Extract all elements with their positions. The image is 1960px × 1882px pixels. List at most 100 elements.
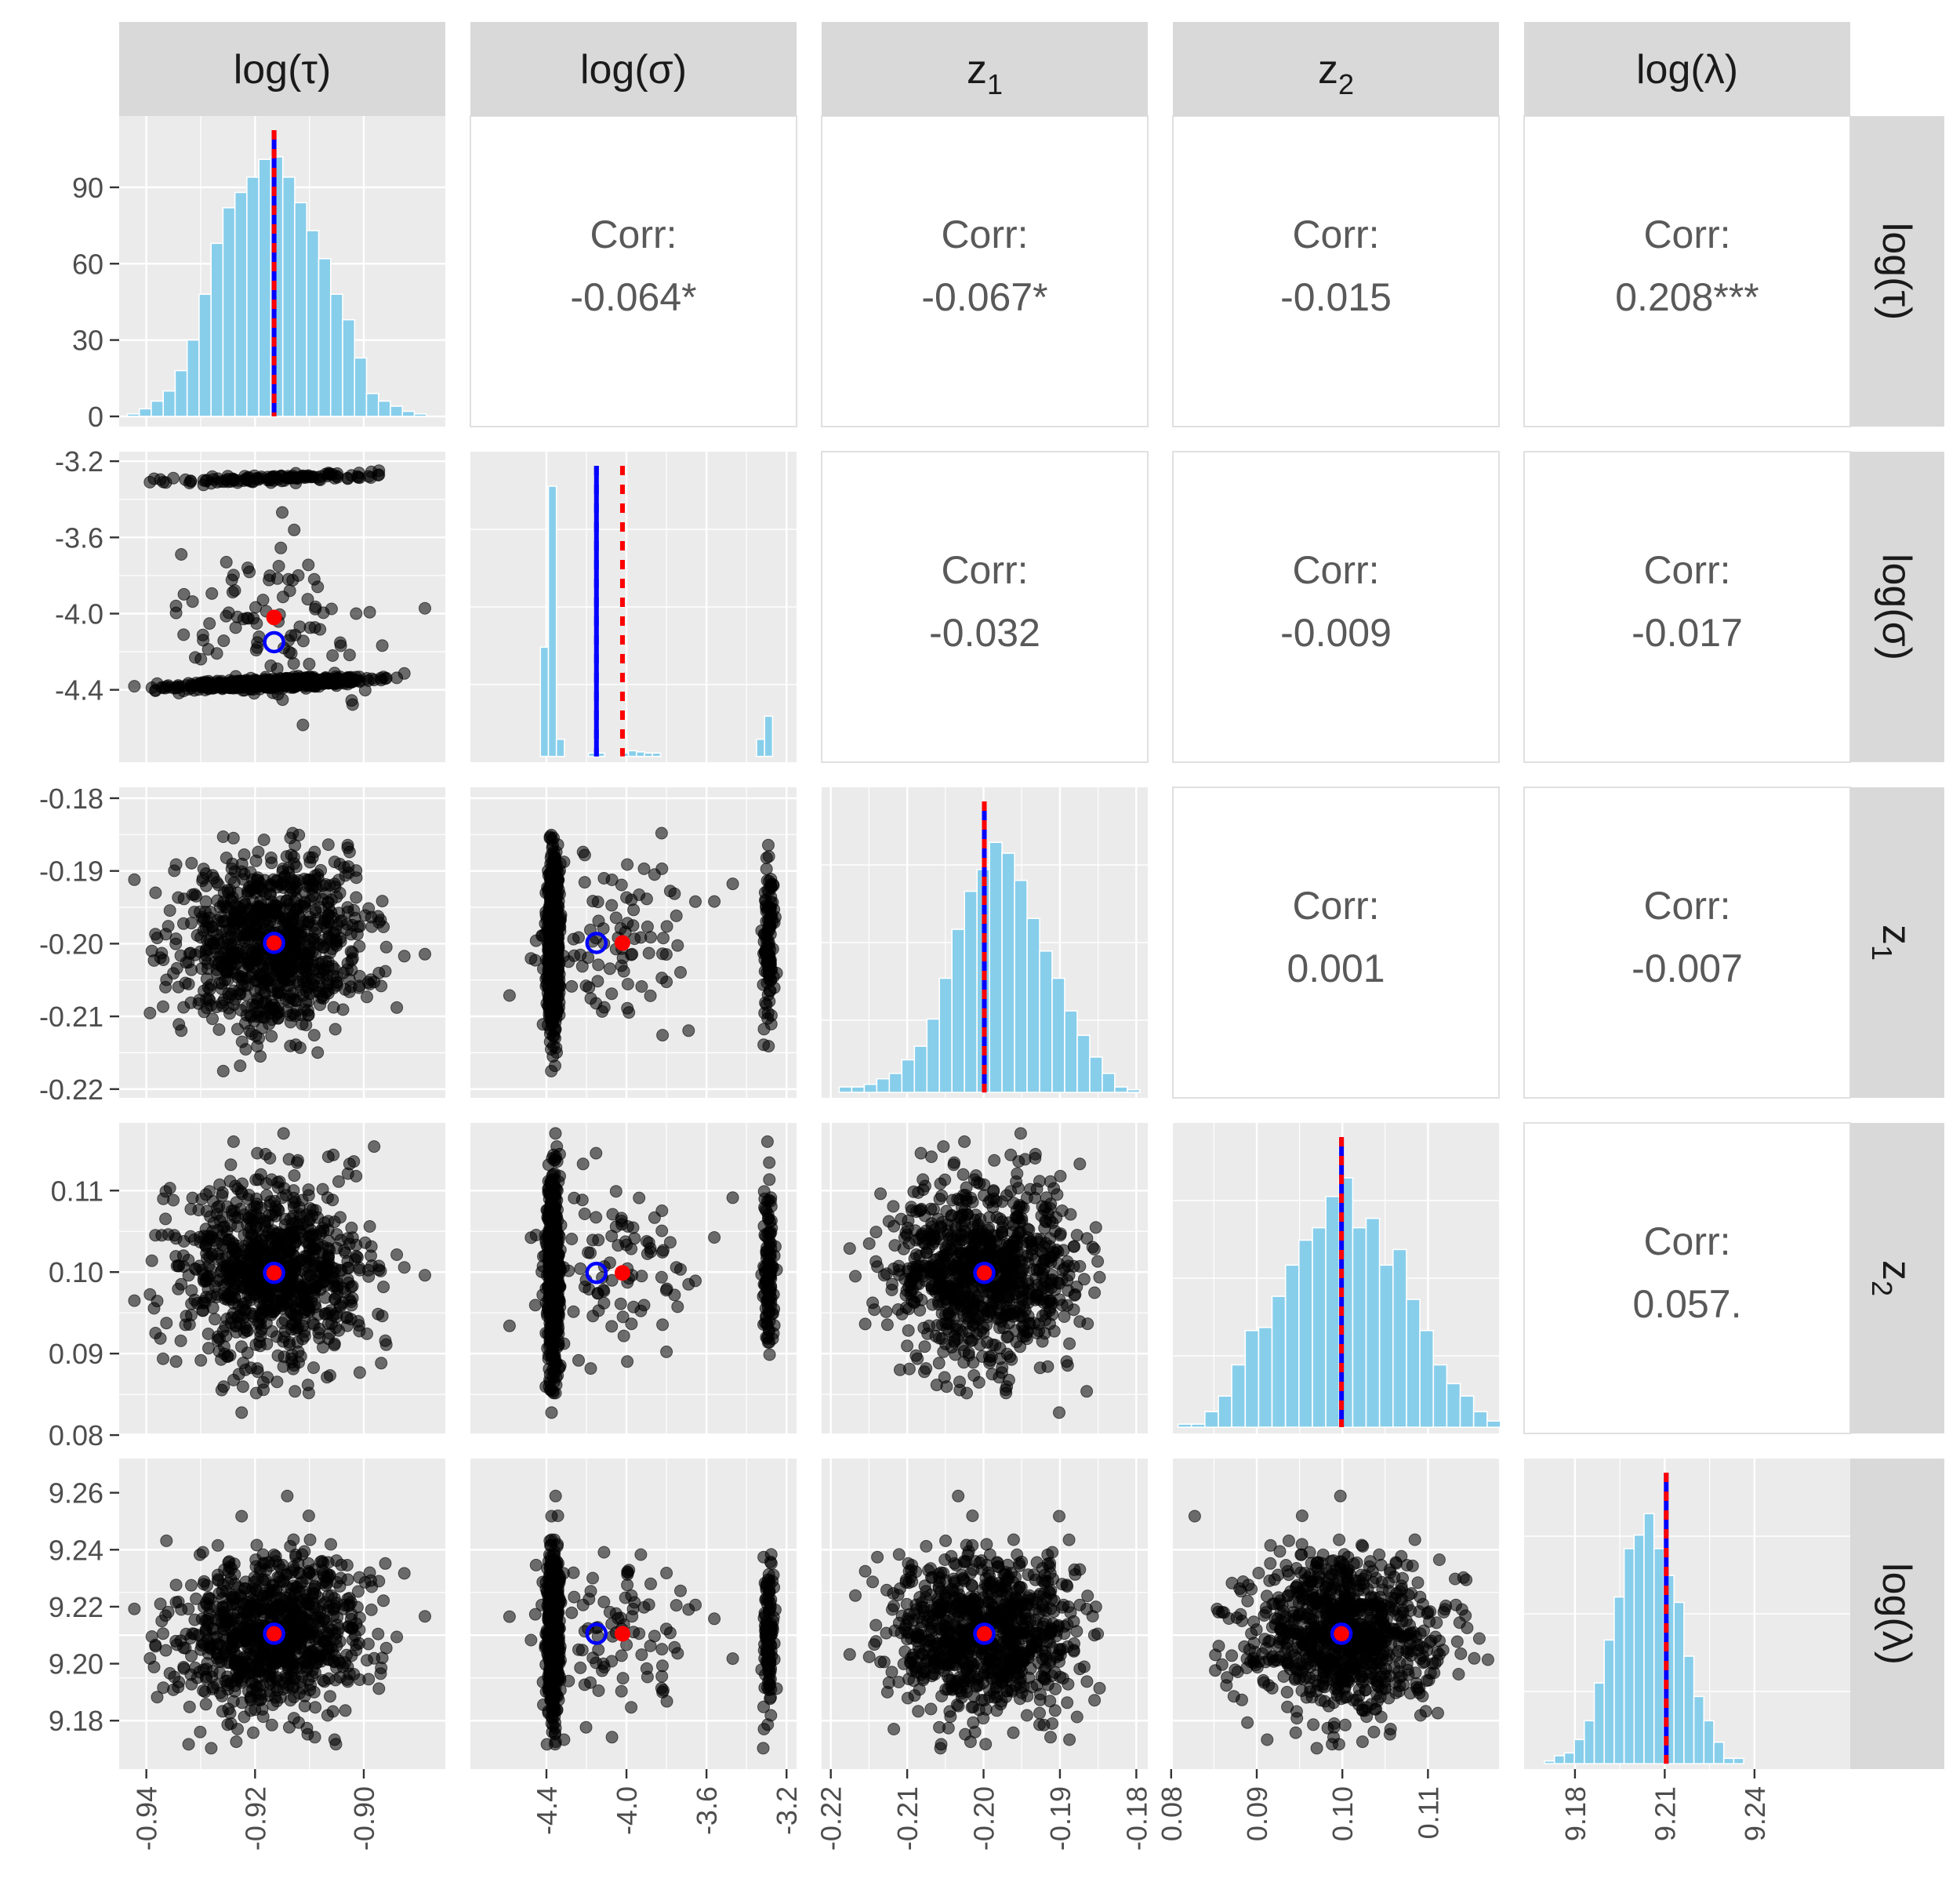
scatter-point — [766, 943, 779, 956]
scatter-point — [353, 1366, 366, 1379]
scatter-point — [257, 1383, 270, 1397]
scatter-point — [185, 1284, 198, 1297]
scatter-point — [621, 1355, 634, 1368]
scatter-point — [627, 1300, 641, 1313]
scatter-point — [253, 1335, 267, 1349]
corr-panel-r2-c3 — [1172, 787, 1500, 1099]
scatter-point — [621, 978, 634, 990]
scatter-point — [202, 1342, 215, 1355]
scatter-point — [262, 904, 275, 917]
scatter-point — [346, 1231, 359, 1244]
scatter-point — [280, 1288, 293, 1301]
scatter-point — [179, 976, 192, 990]
scatter-point — [332, 906, 346, 920]
corr-panel-r0-c1 — [470, 115, 797, 427]
scatter-point — [674, 966, 687, 979]
scatter-point — [266, 1002, 279, 1015]
scatter-point — [289, 860, 303, 874]
scatter-point — [609, 1220, 622, 1233]
scatter-point — [635, 1270, 648, 1283]
scatter-point — [332, 1175, 345, 1188]
scatter-point — [278, 974, 291, 987]
scatter-point — [547, 1386, 560, 1400]
scatter-point — [278, 1313, 292, 1327]
scatter-point — [251, 1146, 264, 1160]
scatter-point — [547, 1189, 561, 1201]
scatter-point — [287, 1230, 300, 1242]
scatter-point — [671, 939, 684, 952]
scatter-point — [546, 1363, 559, 1376]
scatter-point — [302, 558, 315, 572]
scatter-point — [249, 854, 263, 867]
scatter-point — [249, 1263, 262, 1276]
scatter-point — [289, 628, 302, 641]
scatter-point — [220, 966, 233, 979]
scatter-point — [572, 1353, 585, 1367]
scatter-point — [289, 677, 303, 690]
scatter-point — [159, 1212, 172, 1226]
scatter-point — [326, 1309, 339, 1322]
scatter-point — [322, 1249, 336, 1263]
scatter-point — [760, 863, 773, 876]
scatter-point — [325, 602, 338, 616]
scatter-point — [247, 913, 260, 926]
corr-panel-r3-c4 — [1523, 1122, 1851, 1434]
scatter-point — [597, 1284, 611, 1298]
scatter-point — [574, 1262, 587, 1275]
scatter-point — [326, 675, 339, 688]
scatter-point — [325, 1261, 339, 1274]
scatter-point — [230, 610, 244, 623]
scatter-point — [542, 1212, 555, 1226]
scatter-point — [235, 1035, 249, 1048]
scatter-point — [307, 1361, 320, 1375]
scatter-point — [209, 1313, 222, 1326]
scatter-point — [149, 1327, 162, 1339]
scatter-point — [368, 1140, 381, 1154]
scatter-point — [227, 1135, 240, 1148]
corr-panel-r0-c2 — [821, 115, 1149, 427]
scatter-point — [544, 1224, 557, 1237]
scatter-point — [346, 698, 359, 711]
scatter-point — [197, 863, 210, 876]
scatter-point — [159, 1185, 172, 1198]
scatter-point — [128, 873, 141, 886]
scatter-point — [365, 1259, 379, 1272]
scatter-panel-r2-c0 — [128, 827, 431, 1077]
scatter-point — [325, 893, 338, 906]
scatter-point — [217, 634, 230, 648]
scatter-point — [272, 560, 285, 572]
scatter-point — [221, 1293, 234, 1306]
scatter-point — [128, 1294, 141, 1307]
scatter-point — [344, 928, 358, 941]
scatter-point — [265, 1030, 278, 1043]
scatter-point — [345, 469, 358, 482]
scatter-point — [576, 845, 590, 859]
scatter-point — [328, 1215, 341, 1229]
scatter-point — [159, 928, 172, 941]
scatter-point — [668, 887, 681, 900]
scatter-point — [689, 1274, 702, 1288]
scatter-point — [340, 1310, 354, 1324]
scatter-point — [235, 1340, 248, 1353]
scatter-point — [344, 1295, 358, 1308]
scatter-point — [341, 841, 354, 855]
scatter-point — [641, 920, 654, 933]
scatter-point — [264, 659, 278, 672]
scatter-point — [524, 952, 538, 965]
scatter-point — [419, 1269, 431, 1282]
scatter-point — [252, 880, 265, 893]
scatter-point — [235, 857, 249, 870]
scatter-point — [644, 989, 657, 1002]
scatter-point — [239, 1363, 252, 1376]
scatter-point — [241, 561, 254, 575]
scatter-point — [671, 1300, 684, 1313]
scatter-point — [375, 1357, 388, 1370]
scatter-point — [288, 1169, 301, 1183]
scatter-point — [216, 830, 230, 843]
scatter-point — [655, 1224, 669, 1237]
scatter-point — [353, 674, 366, 687]
scatter-point — [543, 928, 556, 942]
scatter-point — [228, 680, 241, 693]
scatter-point — [185, 856, 198, 870]
